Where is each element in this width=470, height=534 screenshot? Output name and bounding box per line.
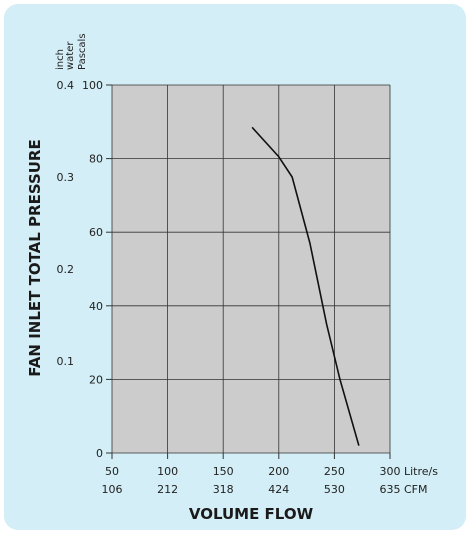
x-tick-label: 100: [157, 465, 178, 478]
y-secondary-tick-label: 0.4: [57, 79, 75, 92]
x-secondary-tick-label: 635: [380, 483, 401, 496]
x-unit-primary: Litre/s: [404, 465, 438, 478]
x-secondary-tick-label: 212: [157, 483, 178, 496]
x-tick-label: 250: [324, 465, 345, 478]
y-tick-label: 0: [96, 447, 103, 460]
x-unit-secondary: CFM: [404, 483, 428, 496]
y-tick-label: 60: [89, 226, 103, 239]
x-tick-label: 300: [380, 465, 401, 478]
series-line-1: [251, 126, 360, 446]
y-secondary-tick-label: 0.1: [57, 355, 75, 368]
x-axis-title: VOLUME FLOW: [189, 505, 314, 523]
x-tick-label: 200: [268, 465, 289, 478]
y-unit-secondary: inchwater: [55, 41, 76, 70]
y-axis-title: FAN INLET TOTAL PRESSURE: [26, 139, 44, 376]
y-secondary-tick-label: 0.3: [57, 171, 75, 184]
x-tick-label: 150: [213, 465, 234, 478]
x-secondary-tick-label: 106: [102, 483, 123, 496]
plot-area: [112, 85, 390, 453]
x-secondary-tick-label: 530: [324, 483, 345, 496]
x-tick-label: 50: [105, 465, 119, 478]
y-secondary-tick-label: 0.2: [57, 263, 75, 276]
y-tick-label: 100: [82, 79, 103, 92]
y-tick-label: 80: [89, 153, 103, 166]
x-secondary-tick-label: 318: [213, 483, 234, 496]
x-secondary-tick-label: 424: [268, 483, 289, 496]
y-tick-label: 20: [89, 373, 103, 386]
y-unit-primary: Pascals: [77, 33, 88, 70]
y-tick-label: 40: [89, 300, 103, 313]
